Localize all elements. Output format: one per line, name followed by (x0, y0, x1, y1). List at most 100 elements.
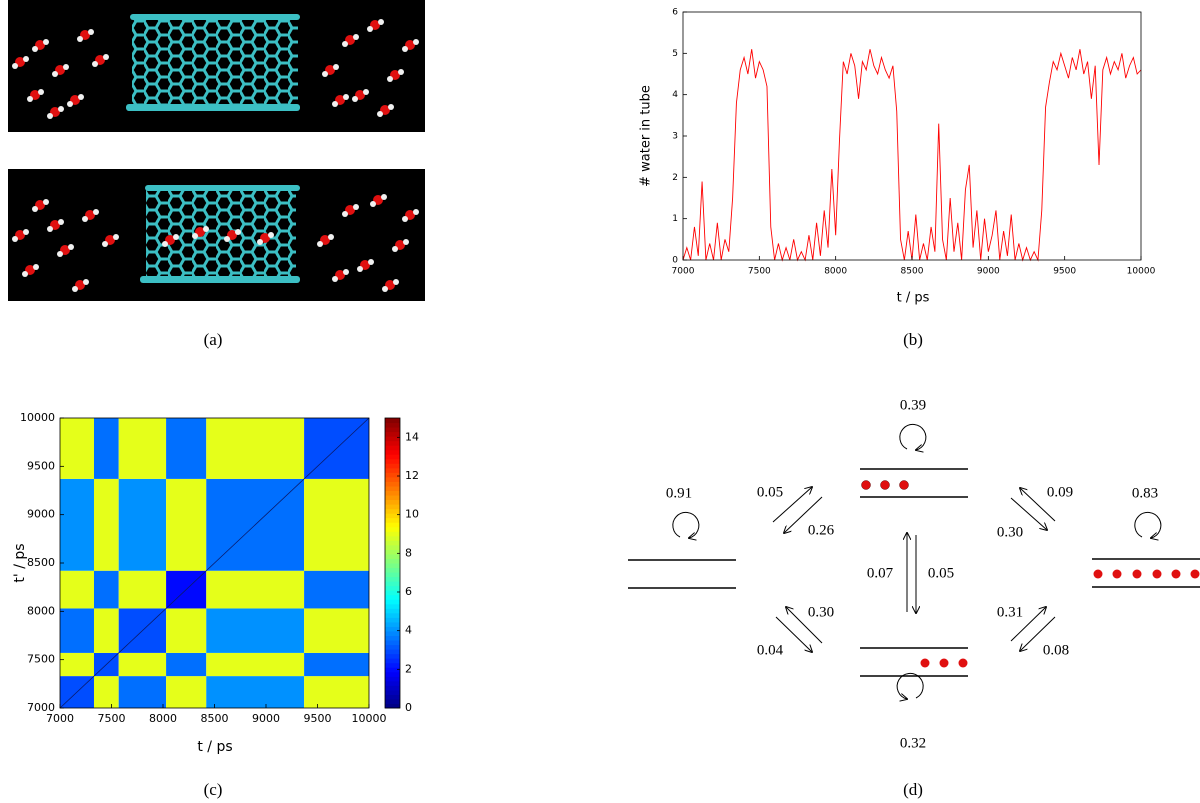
panel-label: (d) (903, 780, 923, 799)
heatmap-cell (60, 570, 94, 609)
colorbar-step (385, 422, 400, 428)
colorbar-step (385, 585, 400, 591)
y-tick-label: 0 (672, 256, 678, 266)
heatmap-cell (60, 478, 94, 571)
heatmap-cell (118, 570, 167, 609)
colorbar-step (385, 553, 400, 559)
transition-label: 0.04 (757, 642, 784, 658)
colorbar-step (385, 599, 400, 605)
heatmap-cell (304, 676, 369, 708)
y-tick-label: 5 (672, 49, 678, 59)
colorbar-step (385, 531, 400, 537)
heatmap-cell (166, 652, 207, 677)
colorbar-step (385, 671, 400, 677)
colorbar-step (385, 576, 400, 582)
colorbar-step (385, 526, 400, 532)
y-tick-label: 4 (672, 90, 678, 100)
colorbar-step (385, 594, 400, 600)
colorbar-step (385, 472, 400, 478)
x-tick-label: 10000 (1127, 267, 1156, 277)
y-tick-label: 7000 (27, 701, 55, 714)
colorbar-frame (384, 417, 401, 709)
heatmap-cell (304, 652, 369, 677)
heatmap-cell (93, 478, 119, 571)
colorbar-step (385, 549, 400, 555)
colorbar-step (385, 449, 400, 455)
colorbar-step (385, 440, 400, 446)
self-loop-label: 0.32 (900, 735, 926, 751)
colorbar (385, 418, 400, 709)
colorbar-step (385, 621, 400, 627)
colorbar-step (385, 676, 400, 682)
heatmap-cell (60, 418, 94, 479)
colorbar-step (385, 608, 400, 614)
colorbar-step (385, 508, 400, 514)
colorbar-step (385, 485, 400, 491)
x-tick-label: 8000 (149, 712, 177, 725)
y-tick-label: 8500 (27, 556, 55, 569)
colorbar-step (385, 558, 400, 564)
colorbar-step (385, 698, 400, 704)
colorbar-step (385, 544, 400, 550)
x-tick-label: 8000 (824, 267, 847, 277)
colorbar-step (385, 499, 400, 505)
y-tick-label: 10000 (20, 411, 55, 424)
colorbar-step (385, 635, 400, 641)
transition-label: 0.26 (808, 522, 835, 538)
x-tick-label: 10000 (352, 712, 387, 725)
heatmap-cell (118, 652, 167, 677)
x-tick-label: 7500 (748, 267, 771, 277)
heatmap-cell (206, 608, 305, 653)
heatmap-cell (93, 570, 119, 609)
colorbar-step (385, 572, 400, 578)
x-tick-label: 8500 (901, 267, 924, 277)
diagonal (59, 417, 370, 709)
colorbar-step (385, 513, 400, 519)
colorbar-step (385, 431, 400, 437)
transition-label: 0.31 (997, 604, 1023, 620)
heatmap-cell (304, 570, 369, 609)
colorbar-step (385, 458, 400, 464)
y-axis-label: # water in tube (639, 85, 654, 187)
colorbar-step (385, 630, 400, 636)
x-tick-label: 7000 (46, 712, 74, 725)
colorbar-step (385, 644, 400, 650)
x-tick-label: 9500 (1053, 267, 1076, 277)
heatmap-cell (166, 676, 207, 708)
x-tick-label: 9500 (304, 712, 332, 725)
y-tick-label: 9500 (27, 459, 55, 472)
colorbar-step (385, 522, 400, 528)
heatmap-cell (304, 608, 369, 653)
x-tick-label: 7500 (98, 712, 126, 725)
heatmap-cell (118, 478, 167, 571)
colorbar-tick-label: 12 (405, 469, 419, 482)
x-tick-label: 7000 (672, 267, 695, 277)
colorbar-step (385, 476, 400, 482)
colorbar-step (385, 626, 400, 632)
colorbar-step (385, 640, 400, 646)
heatmap-cell (93, 608, 119, 653)
colorbar-step (385, 563, 400, 569)
colorbar-step (385, 454, 400, 460)
colorbar-step (385, 662, 400, 668)
heatmap-cell (304, 478, 369, 571)
colorbar-step (385, 685, 400, 691)
heatmap-cell (166, 478, 207, 571)
y-tick-label: 3 (672, 132, 678, 142)
colorbar-step (385, 680, 400, 686)
x-axis-label: t / ps (897, 291, 930, 306)
x-tick-label: 9000 (977, 267, 1000, 277)
y-tick-label: 2 (672, 173, 678, 183)
colorbar-tick-label: 0 (405, 701, 412, 714)
colorbar-step (385, 658, 400, 664)
y-tick-label: 1 (672, 214, 678, 224)
heatmap-cell (60, 608, 94, 653)
heatmap-cell (93, 418, 119, 479)
heatmap-cell (166, 418, 207, 479)
y-tick-label: 7500 (27, 653, 55, 666)
colorbar-tick-label: 14 (405, 430, 419, 443)
heatmap-cell (206, 418, 305, 479)
transition-label: 0.09 (1047, 484, 1073, 500)
x-axis-label: t / ps (197, 739, 232, 755)
colorbar-step (385, 517, 400, 523)
